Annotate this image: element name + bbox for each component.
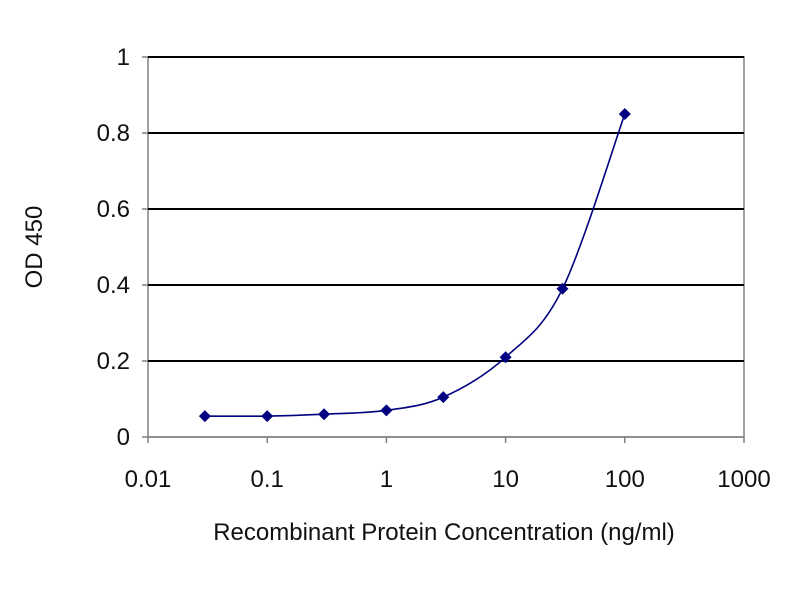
x-axis-title: Recombinant Protein Concentration (ng/ml… bbox=[213, 519, 675, 546]
data-point-2 bbox=[318, 408, 331, 421]
x-tick-label: 100 bbox=[605, 466, 645, 493]
y-tick-label: 0.6 bbox=[97, 196, 130, 223]
data-point-5 bbox=[499, 351, 512, 364]
data-point-1 bbox=[261, 410, 274, 423]
x-tick-label: 1 bbox=[380, 466, 393, 493]
plot-area bbox=[147, 56, 745, 438]
x-tick-label: 10 bbox=[492, 466, 519, 493]
gridlines bbox=[148, 56, 744, 438]
data-point-4 bbox=[437, 391, 450, 404]
y-tick-label: 0.4 bbox=[97, 272, 130, 299]
x-tick-label: 1000 bbox=[717, 466, 770, 493]
x-tick-label: 0.1 bbox=[251, 466, 284, 493]
y-tick-label: 0 bbox=[117, 424, 130, 451]
x-tick-label: 0.01 bbox=[125, 466, 172, 493]
data-point-7 bbox=[618, 108, 631, 120]
y-tick-label: 0.8 bbox=[97, 120, 130, 147]
y-tick-label: 0.2 bbox=[97, 348, 130, 375]
y-axis-title: OD 450 bbox=[21, 206, 48, 289]
x-axis-ticks: 0.01 0.1 1 10 100 1000 bbox=[125, 437, 771, 493]
y-tick-label: 1 bbox=[117, 44, 130, 71]
data-points bbox=[198, 108, 631, 423]
data-point-6 bbox=[556, 282, 569, 295]
data-point-3 bbox=[380, 404, 393, 417]
y-axis-ticks: 0 0.2 0.4 0.6 0.8 1 bbox=[97, 44, 148, 451]
data-point-0 bbox=[198, 410, 211, 423]
